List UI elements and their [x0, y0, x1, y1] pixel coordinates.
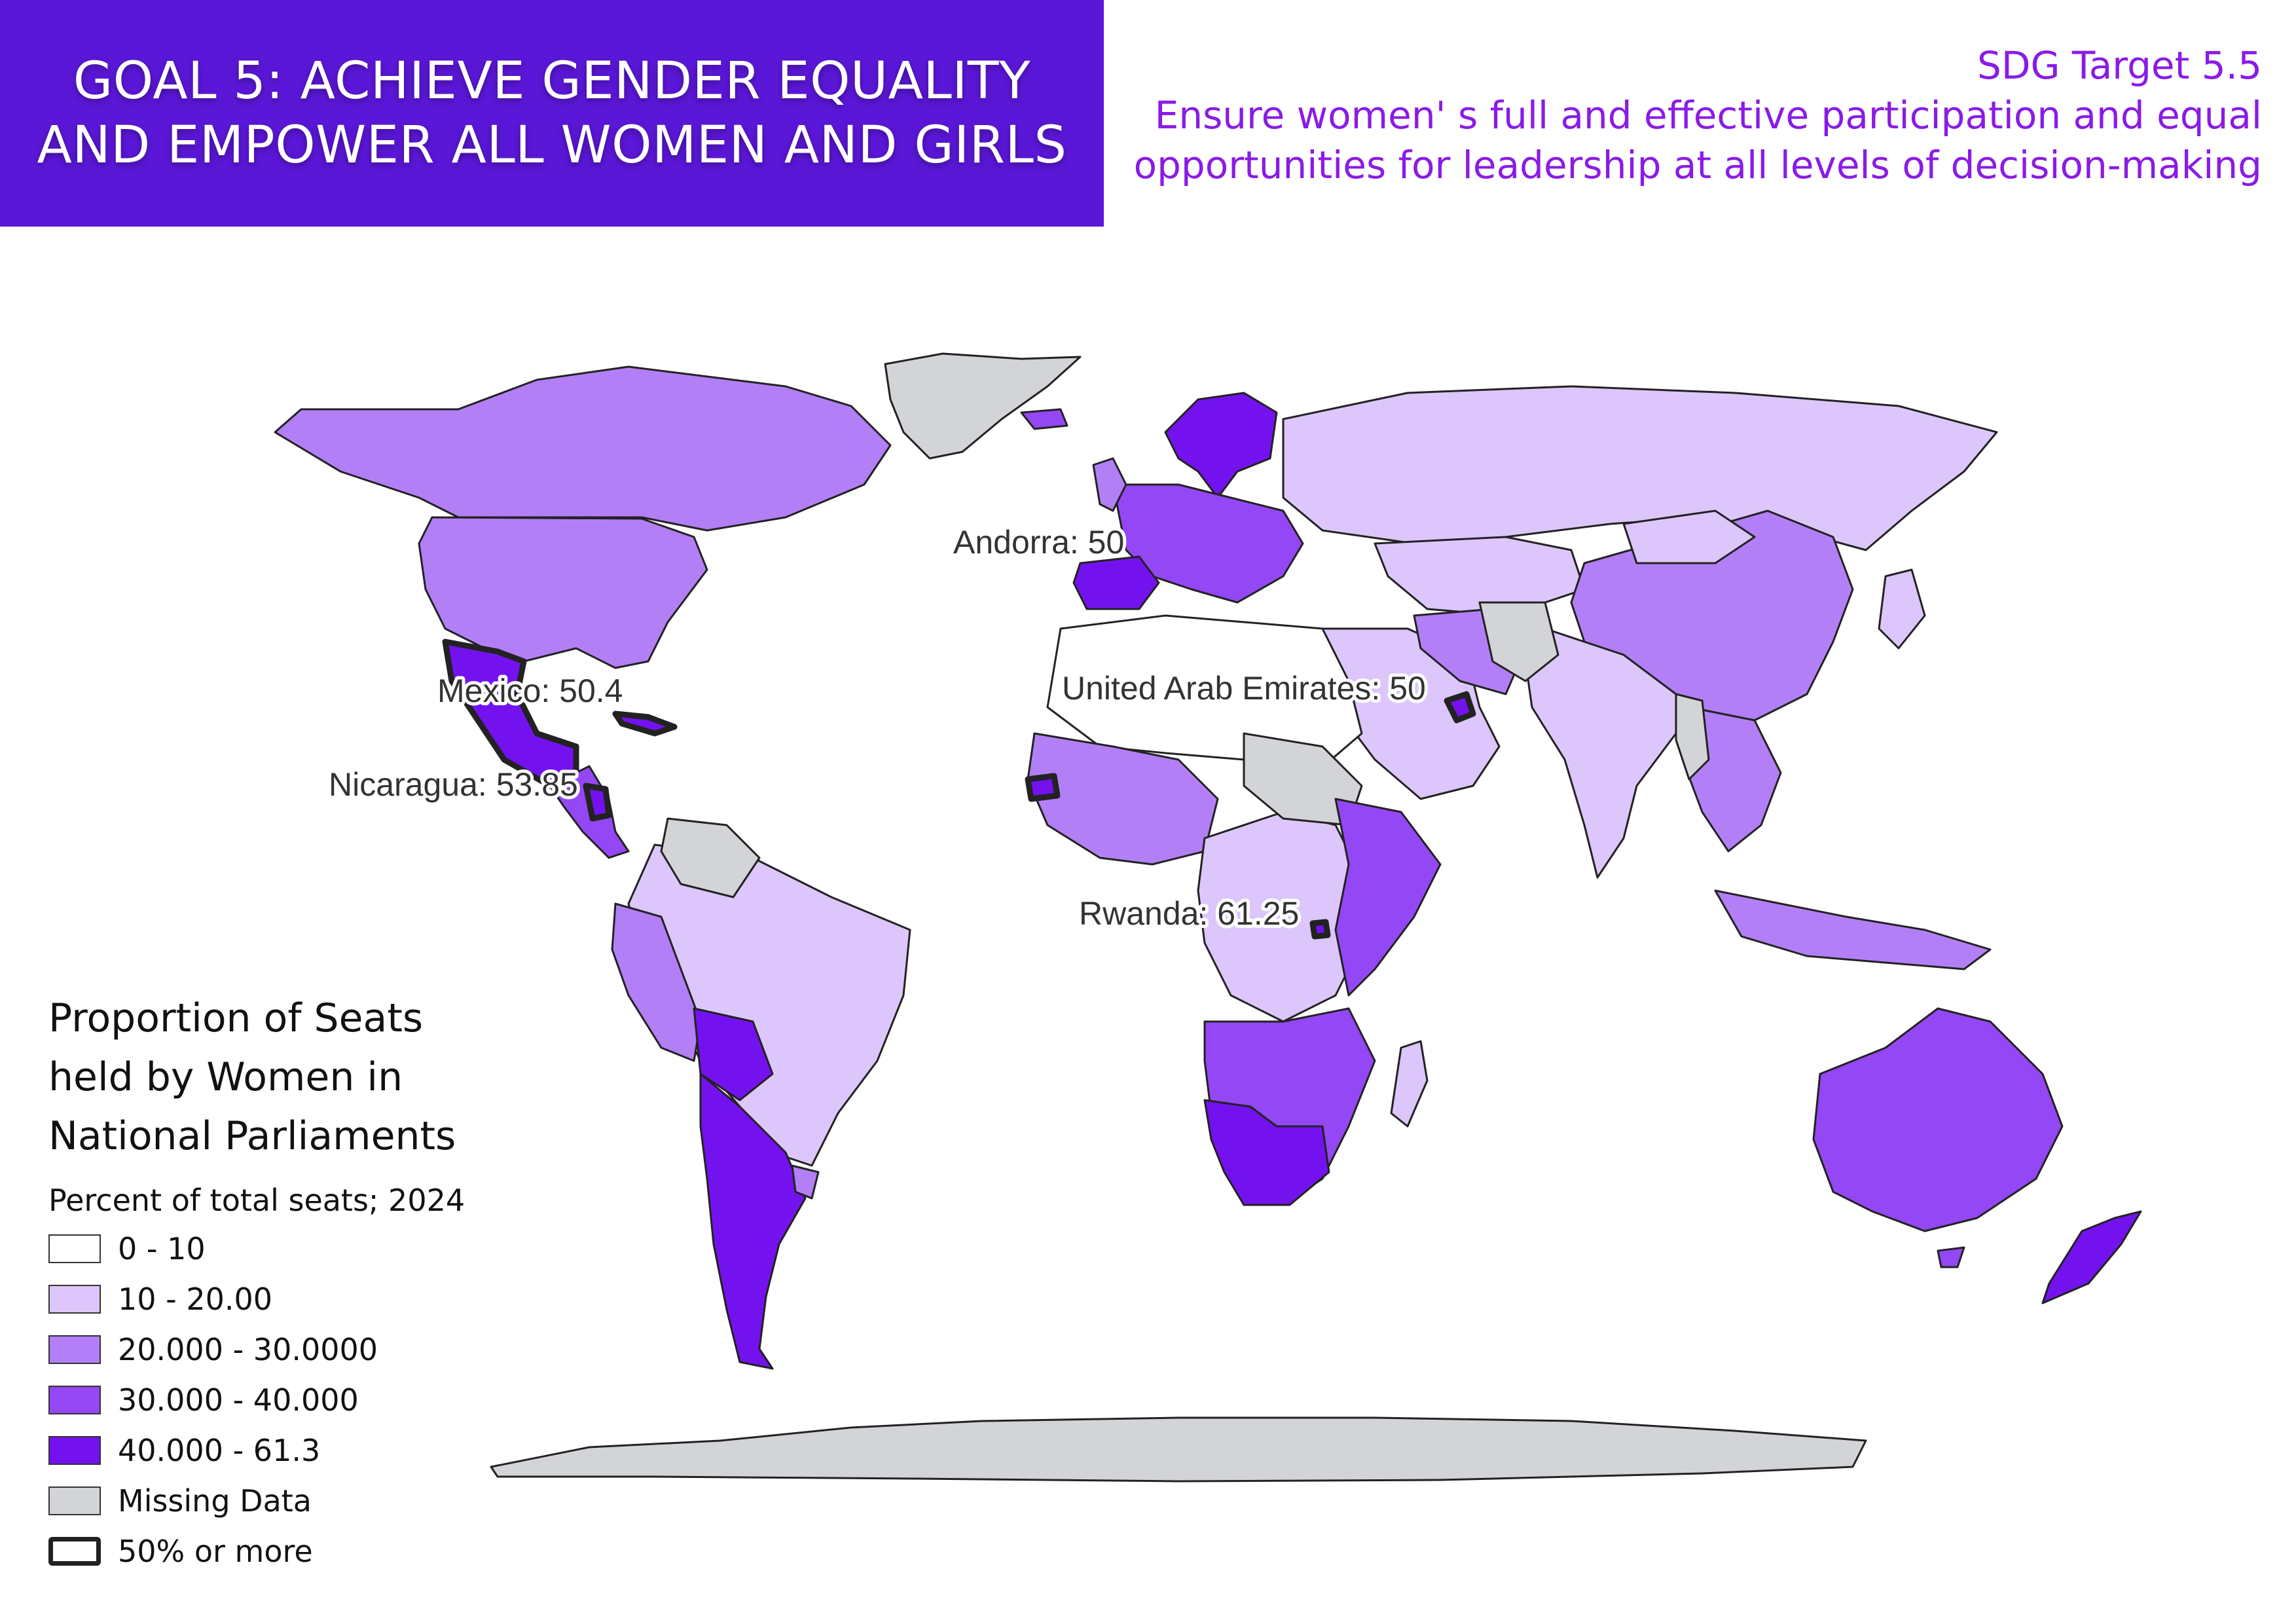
legend-label: 30.000 - 40.000 — [118, 1382, 359, 1418]
sdg-target-text-line-2: opportunities for leadership at all leve… — [1133, 143, 2262, 187]
scandinavia — [1164, 392, 1278, 499]
india — [1524, 627, 1677, 879]
legend-label: 20.000 - 30.0000 — [118, 1331, 378, 1367]
sdg-target-block: SDG Target 5.5 Ensure women' s full and … — [1134, 41, 2262, 190]
pakistan-afghanistan — [1478, 601, 1559, 682]
argentina-chile — [699, 1073, 807, 1370]
legend-label: Missing Data — [118, 1483, 312, 1519]
legend-label: 50% or more — [118, 1533, 313, 1569]
south-africa-namibia — [1203, 1099, 1330, 1206]
map-annotation-united-arab-emirates: United Arab Emirates: 50 — [1062, 670, 1426, 707]
iceland — [1020, 408, 1068, 430]
sdg-target-code: SDG Target 5.5 — [1977, 43, 2262, 88]
russia — [1282, 385, 1998, 551]
senegal — [1025, 773, 1061, 802]
map-annotation-rwanda: Rwanda: 61.25 — [1079, 895, 1299, 932]
legend-swatch — [48, 1435, 101, 1465]
legend-label: 10 - 20.00 — [118, 1281, 273, 1317]
map-annotation-mexico: Mexico: 50.4 — [437, 673, 623, 709]
legend-item: 10 - 20.00 — [48, 1274, 465, 1324]
legend-swatch — [48, 1486, 101, 1515]
legend-swatch — [48, 1234, 101, 1263]
west-africa — [1027, 732, 1219, 866]
legend: Proportion of Seats held by Women in Nat… — [48, 989, 465, 1576]
map-annotation-andorra: Andorra: 50 — [953, 524, 1124, 561]
indonesia — [1714, 889, 1992, 970]
legend-label: 0 - 10 — [118, 1230, 206, 1266]
cuba — [612, 710, 678, 737]
tasmania — [1937, 1246, 1965, 1268]
north-africa — [1046, 614, 1363, 774]
canada — [274, 365, 892, 532]
legend-item: 50% or more — [48, 1526, 465, 1576]
sdg-target-text-line-1: Ensure women' s full and effective parti… — [1154, 93, 2262, 138]
mongolia — [1622, 509, 1756, 564]
nicaragua — [583, 783, 612, 822]
goal-title-line-2: AND EMPOWER ALL WOMEN AND GIRLS — [37, 116, 1067, 175]
legend-item: 40.000 - 61.3 — [48, 1425, 465, 1475]
map-annotation-nicaragua: Nicaragua: 53.85 — [329, 766, 578, 803]
venezuela-guyana — [660, 817, 761, 898]
united-arab-emirates — [1444, 691, 1476, 724]
legend-swatch — [48, 1385, 101, 1414]
myanmar — [1675, 693, 1710, 781]
legend-items: 0 - 10 10 - 20.00 20.000 - 30.0000 30.00… — [48, 1223, 465, 1576]
legend-title-line-1: Proportion of Seats — [48, 995, 424, 1041]
united-states — [418, 516, 708, 669]
bolivia — [693, 1007, 774, 1101]
rwanda — [1309, 919, 1331, 940]
legend-swatch-outline — [48, 1536, 101, 1566]
legend-swatch — [48, 1284, 101, 1314]
legend-title-line-3: National Parliaments — [48, 1113, 456, 1159]
iberia — [1072, 555, 1160, 610]
new-zealand — [2041, 1210, 2142, 1304]
peru-ecuador — [611, 902, 702, 1062]
japan — [1878, 568, 1926, 650]
legend-subtitle: Percent of total seats; 2024 — [48, 1183, 465, 1218]
legend-item: Missing Data — [48, 1475, 465, 1526]
legend-label: 40.000 - 61.3 — [118, 1432, 321, 1468]
australia — [1812, 1007, 2064, 1232]
mexico — [442, 638, 579, 789]
legend-item: 0 - 10 — [48, 1223, 465, 1274]
greenland — [884, 352, 1082, 460]
goal-title-line-1: GOAL 5: ACHIEVE GENDER EQUALITY — [73, 52, 1031, 111]
uk-ireland — [1092, 457, 1127, 512]
legend-item: 30.000 - 40.000 — [48, 1375, 465, 1425]
madagascar — [1390, 1040, 1429, 1128]
east-africa — [1334, 798, 1442, 997]
uruguay — [791, 1164, 820, 1200]
legend-swatch — [48, 1335, 101, 1364]
legend-item: 20.000 - 30.0000 — [48, 1324, 465, 1375]
antarctica — [490, 1416, 1867, 1483]
legend-title-line-2: held by Women in — [48, 1054, 403, 1100]
goal-banner: GOAL 5: ACHIEVE GENDER EQUALITY AND EMPO… — [0, 0, 1104, 227]
